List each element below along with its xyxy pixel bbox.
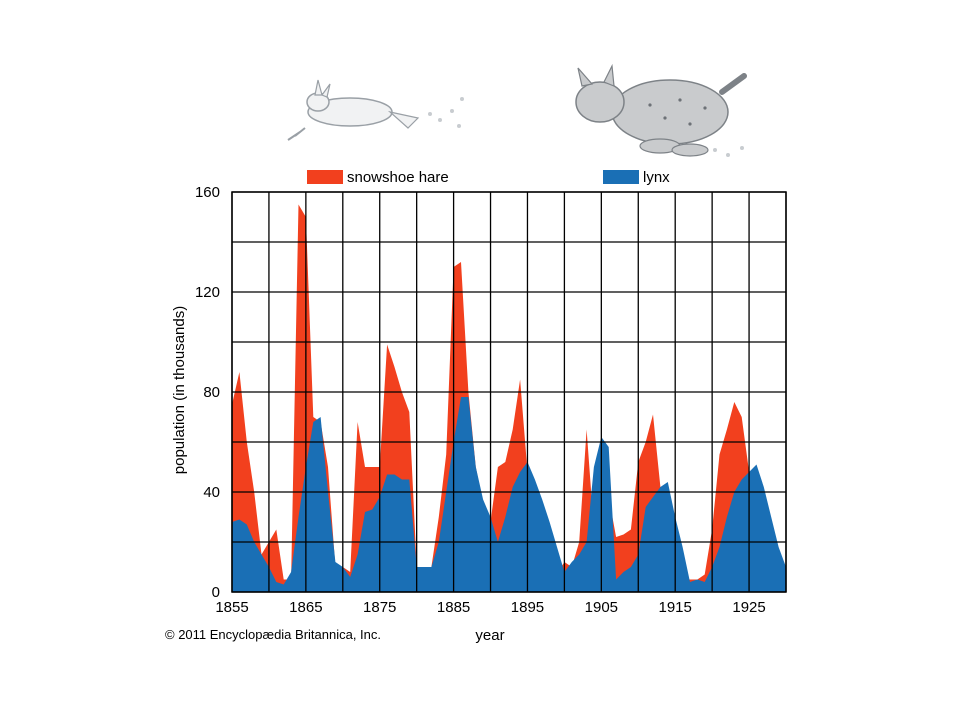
y-axis-title: population (in thousands): [171, 306, 188, 474]
snowshoe-hare-illustration: [287, 79, 464, 141]
legend-label-lynx: lynx: [643, 169, 670, 186]
x-tick-label: 1885: [437, 599, 470, 616]
legend-label-snowshoe-hare: snowshoe hare: [347, 169, 449, 186]
legend-swatch-lynx: [603, 170, 639, 184]
legend: snowshoe hare lynx: [307, 169, 670, 186]
y-tick-label: 120: [195, 284, 220, 301]
x-tick-label: 1905: [585, 599, 618, 616]
x-tick-label: 1915: [659, 599, 692, 616]
legend-swatch-snowshoe-hare: [307, 170, 343, 184]
y-tick-label: 0: [212, 584, 220, 601]
plot-frame: [231, 191, 787, 593]
y-tick-label: 160: [195, 184, 220, 201]
y-tick-label: 80: [203, 384, 220, 401]
x-tick-label: 1925: [732, 599, 765, 616]
series-area-lynx: [232, 397, 786, 592]
series-layer: [232, 204, 786, 592]
x-tick-label: 1875: [363, 599, 396, 616]
lynx-illustration: [575, 63, 747, 157]
copyright-credit: © 2011 Encyclopædia Britannica, Inc.: [165, 627, 382, 642]
x-tick-label: 1855: [215, 599, 248, 616]
x-tick-label: 1865: [289, 599, 322, 616]
x-axis-title: year: [475, 627, 504, 644]
series-area-snowshoe-hare: [232, 204, 786, 592]
x-tick-label: 1895: [511, 599, 544, 616]
y-tick-label: 40: [203, 484, 220, 501]
axes: 1855 1865 1875 1885 1895 1905 1915 1925 0 40 80 120…: [195, 184, 787, 616]
